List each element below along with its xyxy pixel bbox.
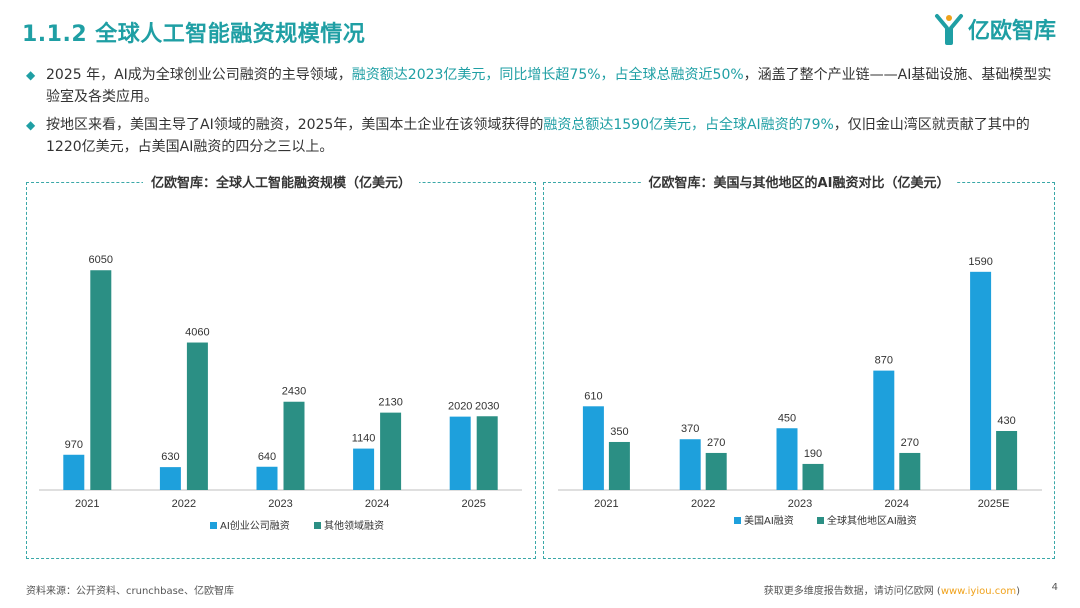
- bar-series-b: [476, 416, 498, 490]
- bar-series-b: [899, 452, 921, 490]
- bar-series-a: [63, 454, 85, 490]
- source-note: 资料来源：公开资料、crunchbase、亿欧智库: [26, 586, 234, 597]
- data-label: 350: [610, 426, 628, 438]
- logo: 亿欧智库: [934, 12, 1056, 46]
- diamond-bullet-icon: ◆: [26, 118, 36, 132]
- legend-label: AI创业公司融资: [220, 519, 290, 532]
- legend-label: 美国AI融资: [744, 514, 794, 527]
- x-tick-label: 2022: [691, 498, 715, 510]
- legend-swatch: [314, 522, 321, 529]
- bar-series-a: [679, 439, 701, 490]
- x-tick-label: 2025E: [978, 498, 1010, 510]
- data-label: 450: [778, 412, 796, 424]
- bullet-list: ◆ 2025 年，AI成为全球创业公司融资的主导领域，融资额达2023亿美元，同…: [26, 64, 1056, 164]
- bar-series-a: [970, 271, 992, 490]
- x-tick-label: 2021: [75, 498, 99, 510]
- x-tick-label: 2022: [172, 498, 196, 510]
- x-tick-label: 2023: [788, 498, 812, 510]
- data-label: 430: [997, 415, 1015, 427]
- bar-series-a: [159, 467, 181, 490]
- data-label: 970: [65, 439, 83, 451]
- yiou-logo-icon: [934, 14, 963, 45]
- data-label: 2020: [448, 401, 472, 413]
- x-tick-label: 2024: [365, 498, 389, 510]
- chart-panel-us-vs-others: 亿欧智库：美国与其他地区的AI融资对比（亿美元） 610 350 2021 370 27…: [543, 176, 1055, 559]
- data-label: 630: [161, 451, 179, 463]
- us-vs-others-chart: 610 350 2021 370 270 2022 450 190 2023 870 270 2024…: [558, 256, 1042, 527]
- bar-series-b: [802, 463, 824, 490]
- chart-title: 亿欧智库：美国与其他地区的AI融资对比（亿美元）: [640, 176, 958, 191]
- x-tick-label: 2025: [461, 498, 485, 510]
- bar-series-a: [873, 370, 895, 490]
- x-tick-label: 2023: [268, 498, 292, 510]
- bullet-item: ◆ 按地区来看，美国主导了AI领域的融资，2025年，美国本土企业在该领域获得的…: [26, 114, 1056, 158]
- bar-series-a: [776, 428, 798, 490]
- data-label: 1140: [352, 433, 376, 445]
- data-label: 870: [875, 355, 893, 367]
- bullet-text: 按地区来看，美国主导了AI领域的融资，2025年，美国本土企业在该领域获得的融资…: [46, 117, 1030, 155]
- x-tick-label: 2024: [885, 498, 909, 510]
- bar-series-b: [705, 452, 727, 490]
- website-link[interactable]: www.iyiou.com: [940, 586, 1017, 597]
- legend-swatch: [734, 517, 741, 524]
- legend-swatch: [817, 517, 824, 524]
- chart-title: 亿欧智库：全球人工智能融资规模（亿美元）: [142, 176, 419, 191]
- diamond-bullet-icon: ◆: [26, 68, 36, 82]
- more-data-note: 获取更多维度报告数据，请访问亿欧网 (www.iyiou.com): [763, 586, 1020, 597]
- page-title: 1.1.2 全球人工智能融资规模情况: [22, 22, 366, 47]
- chart-panel-global: 亿欧智库：全球人工智能融资规模（亿美元） 970 6050 2021 630 4060 2…: [26, 176, 536, 559]
- bar-series-b: [996, 430, 1018, 490]
- bar-series-a: [582, 406, 604, 490]
- data-label: 2430: [282, 386, 306, 398]
- data-label: 190: [804, 448, 822, 460]
- data-label: 6050: [89, 254, 113, 266]
- global-funding-chart: 970 6050 2021 630 4060 2022 640 2430 2023 1140 213…: [39, 254, 522, 532]
- logo-text: 亿欧智库: [967, 19, 1056, 44]
- bar-series-b: [90, 270, 112, 490]
- bar-series-b: [380, 412, 402, 490]
- data-label: 640: [258, 451, 276, 463]
- page-number: 4: [1051, 582, 1058, 593]
- data-label: 270: [901, 437, 919, 449]
- bar-series-a: [353, 448, 375, 490]
- bar-series-b: [186, 342, 208, 490]
- data-label: 1590: [968, 256, 992, 268]
- data-label: 370: [681, 423, 699, 435]
- bullet-text: 2025 年，AI成为全球创业公司融资的主导领域，融资额达2023亿美元，同比增…: [46, 67, 1052, 105]
- legend-swatch: [210, 522, 217, 529]
- legend-label: 全球其他地区AI融资: [827, 514, 917, 527]
- bar-series-a: [449, 416, 471, 490]
- legend-label: 其他领域融资: [324, 519, 384, 532]
- bar-series-b: [608, 441, 630, 490]
- data-label: 2130: [378, 397, 402, 409]
- bar-series-b: [283, 401, 305, 490]
- bar-series-a: [256, 466, 278, 490]
- data-label: 4060: [185, 327, 209, 339]
- data-label: 610: [584, 390, 602, 402]
- x-tick-label: 2021: [594, 498, 618, 510]
- data-label: 270: [707, 437, 725, 449]
- data-label: 2030: [475, 400, 499, 412]
- bullet-item: ◆ 2025 年，AI成为全球创业公司融资的主导领域，融资额达2023亿美元，同…: [26, 64, 1056, 108]
